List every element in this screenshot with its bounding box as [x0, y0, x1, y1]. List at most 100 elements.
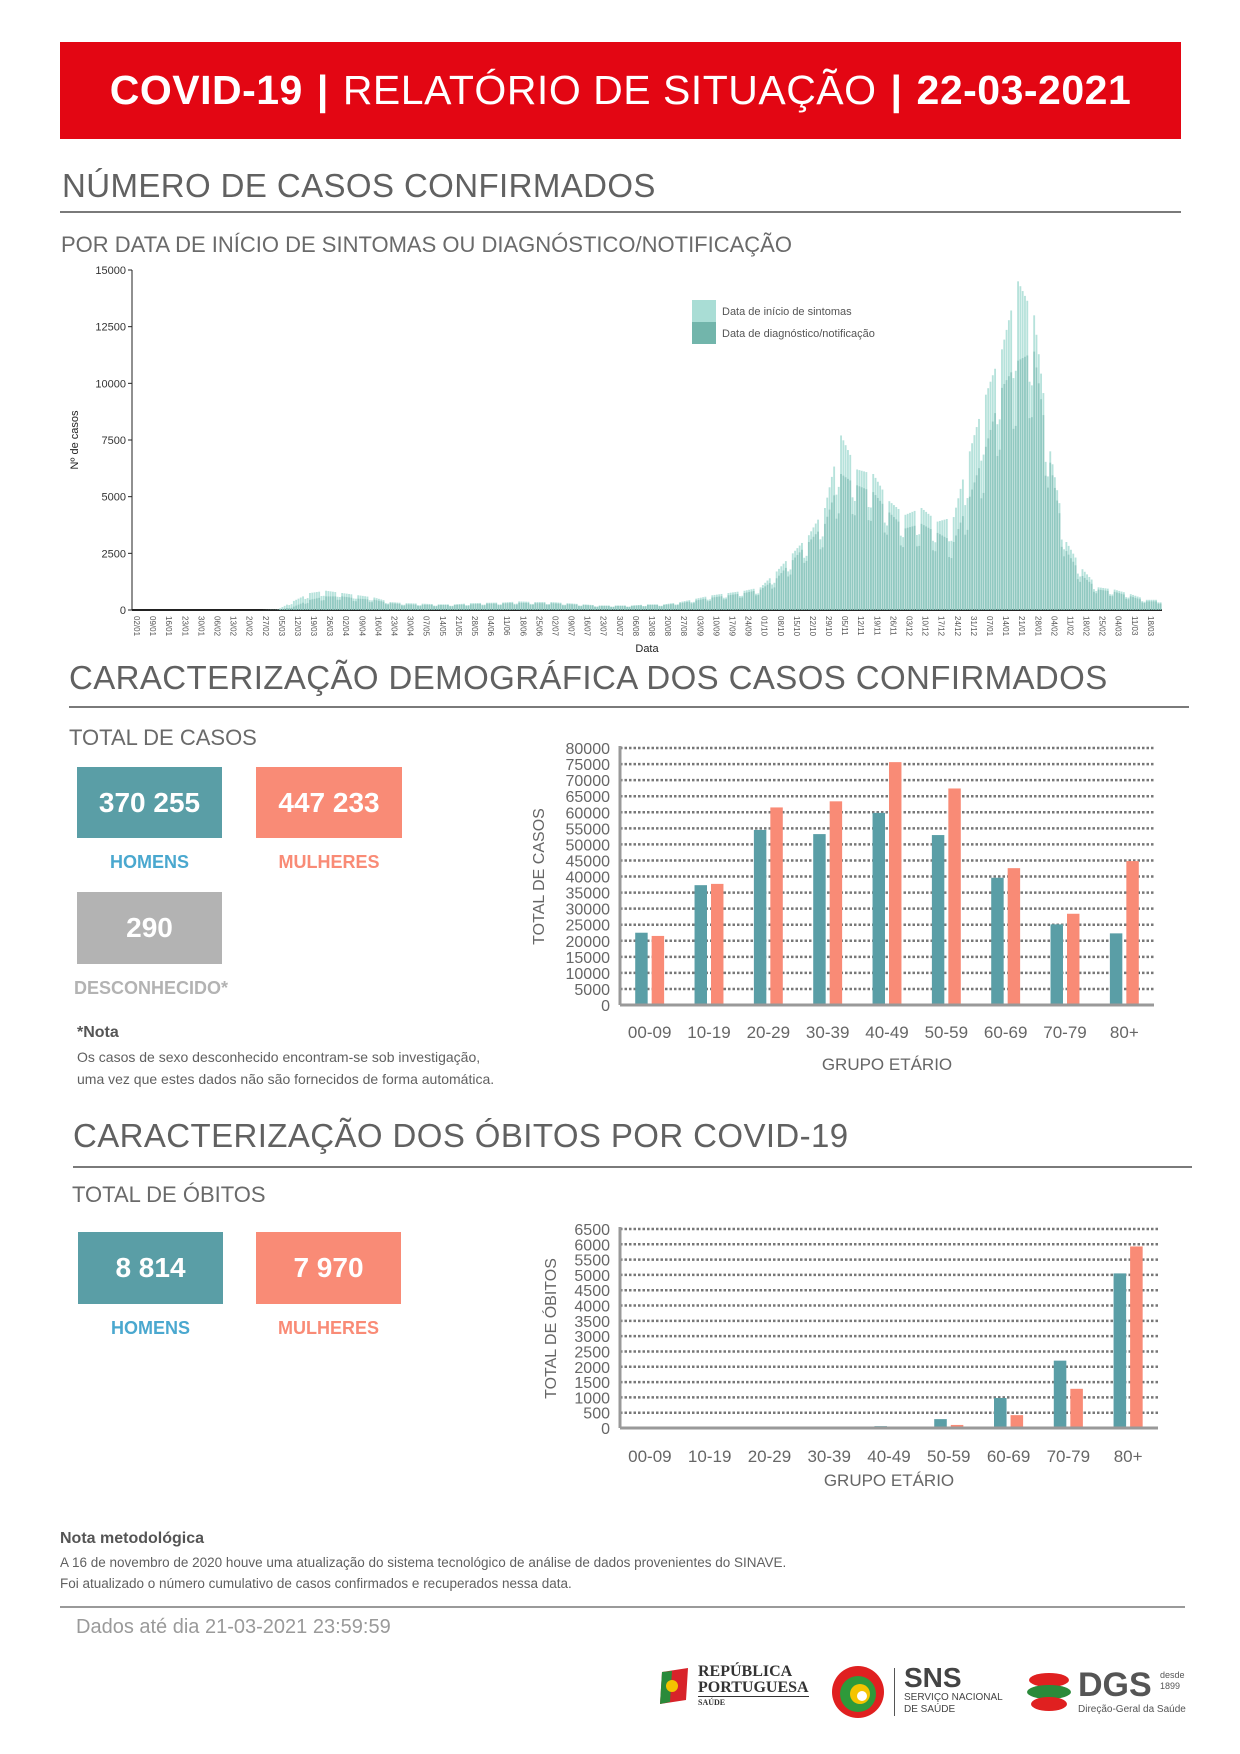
x-tick-label: 27/02 [261, 616, 270, 637]
bar-notification [580, 606, 583, 610]
bar-notification [1065, 551, 1068, 610]
bar-notification [444, 605, 447, 610]
y-axis-title: Nº de casos [69, 410, 81, 470]
bar-notification [971, 489, 974, 610]
logo-text: desde [1160, 1670, 1185, 1680]
bar-notification [893, 517, 895, 610]
bar-men [872, 812, 885, 1005]
bar-notification [915, 546, 918, 610]
bar-notification [752, 591, 755, 610]
x-tick-label: 19/03 [309, 616, 318, 637]
x-tick-label: 50-59 [925, 1023, 968, 1042]
x-tick-label: 00-09 [628, 1023, 671, 1042]
bar-women [1126, 861, 1139, 1005]
logo-text: 1899 [1160, 1681, 1181, 1691]
bar-notification [936, 532, 939, 610]
y-tick-label: 0 [601, 998, 610, 1015]
bar-notification [449, 606, 452, 610]
header-date: 22-03-2021 [916, 67, 1132, 113]
x-tick-label: 21/01 [1017, 616, 1026, 637]
data-until: Dados até dia 21-03-2021 23:59:59 [76, 1616, 391, 1638]
x-tick-label: 26/03 [325, 616, 334, 637]
y-tick-label: 75000 [566, 757, 611, 774]
bar-notification [807, 542, 810, 610]
y-tick-label: 3500 [574, 1314, 610, 1331]
bar-notification [725, 599, 728, 610]
bar-notification [442, 605, 445, 610]
x-tick-label: 14/01 [1001, 616, 1010, 637]
bar-notification [734, 594, 737, 610]
bar-notification [764, 586, 767, 610]
bar-notification [564, 605, 567, 610]
total-cases-label: TOTAL DE CASOS [69, 725, 257, 750]
bar-notification [778, 575, 780, 610]
bar-men [1113, 1273, 1127, 1428]
x-tick-label: 23/01 [180, 616, 189, 637]
bar-notification [913, 525, 916, 610]
y-tick-label: 50000 [566, 837, 611, 854]
bar-notification [378, 600, 380, 610]
x-tick-label: 16/01 [164, 616, 173, 637]
x-tick-label: 18/06 [518, 616, 527, 637]
bar-notification [529, 604, 532, 610]
bar-notification [950, 558, 953, 610]
bar-notification [1145, 601, 1148, 610]
bar-notification [332, 596, 334, 610]
bar-notification [557, 603, 560, 610]
sns-logo: SNS SERVIÇO NACIONAL DE SAÚDE [830, 1664, 1005, 1720]
x-tick-label: 01/10 [760, 616, 769, 637]
bar-notification [984, 446, 987, 610]
bar-notification [559, 603, 562, 610]
bar-notification [911, 526, 914, 610]
bar-notification [364, 599, 367, 610]
bar-notification [794, 557, 796, 610]
bar-notification [421, 604, 424, 610]
x-tick-label: 11/02 [1065, 616, 1074, 636]
bar-notification [1081, 576, 1084, 610]
bar-notification [499, 605, 502, 610]
bar-notification [527, 603, 530, 610]
bar-notification [879, 500, 882, 610]
bar-notification [456, 604, 459, 610]
bar-notification [601, 605, 603, 610]
bar-notification [1030, 417, 1033, 610]
bar-notification [1090, 583, 1093, 610]
x-tick-label: 18/03 [1146, 616, 1155, 637]
bar-notification [732, 594, 734, 610]
bar-notification [720, 596, 723, 610]
bar-women [1010, 1415, 1024, 1428]
bar-notification [334, 596, 337, 610]
x-tick-label: 10-19 [687, 1023, 730, 1042]
bar-notification [1026, 355, 1029, 610]
bar-notification [538, 603, 541, 610]
x-tick-label: 02/01 [132, 616, 141, 637]
logo-text: DE SAÚDE [904, 1704, 956, 1715]
logo-text: SAÚDE [698, 1698, 726, 1707]
bar-notification [391, 603, 394, 610]
bar-notification [325, 596, 327, 610]
x-tick-label: 10-19 [688, 1447, 731, 1466]
bar-notification [817, 531, 819, 610]
x-tick-label: 23/07 [599, 616, 608, 637]
x-tick-label: 20/02 [245, 616, 254, 637]
bar-notification [290, 607, 293, 610]
epidemic-curve-chart: 0 2500 5000 7500 10000 12500 15000 02/01 09/01 16… [69, 265, 1162, 655]
y-tick-label: 0 [601, 1421, 610, 1438]
bar-notification [881, 503, 884, 610]
bar-notification [692, 603, 695, 610]
x-tick-label: 60-69 [984, 1023, 1027, 1042]
bar-notification [428, 604, 431, 610]
bar-notification [856, 485, 859, 610]
bar-men [994, 1397, 1007, 1428]
bar-notification [1049, 462, 1052, 610]
methodology-text-2: Foi atualizado o número cumulativo de ca… [60, 1576, 572, 1591]
bar-notification [870, 520, 872, 610]
bar-notification [961, 516, 964, 610]
x-tick-label: 11/03 [1130, 616, 1139, 636]
x-tick-label: 16/04 [373, 616, 382, 637]
y-tick-label: 3000 [574, 1329, 610, 1346]
bar-notification [883, 532, 886, 610]
bar-notification [338, 599, 341, 610]
bar-notification [775, 578, 778, 610]
bar-notification [1010, 372, 1013, 610]
